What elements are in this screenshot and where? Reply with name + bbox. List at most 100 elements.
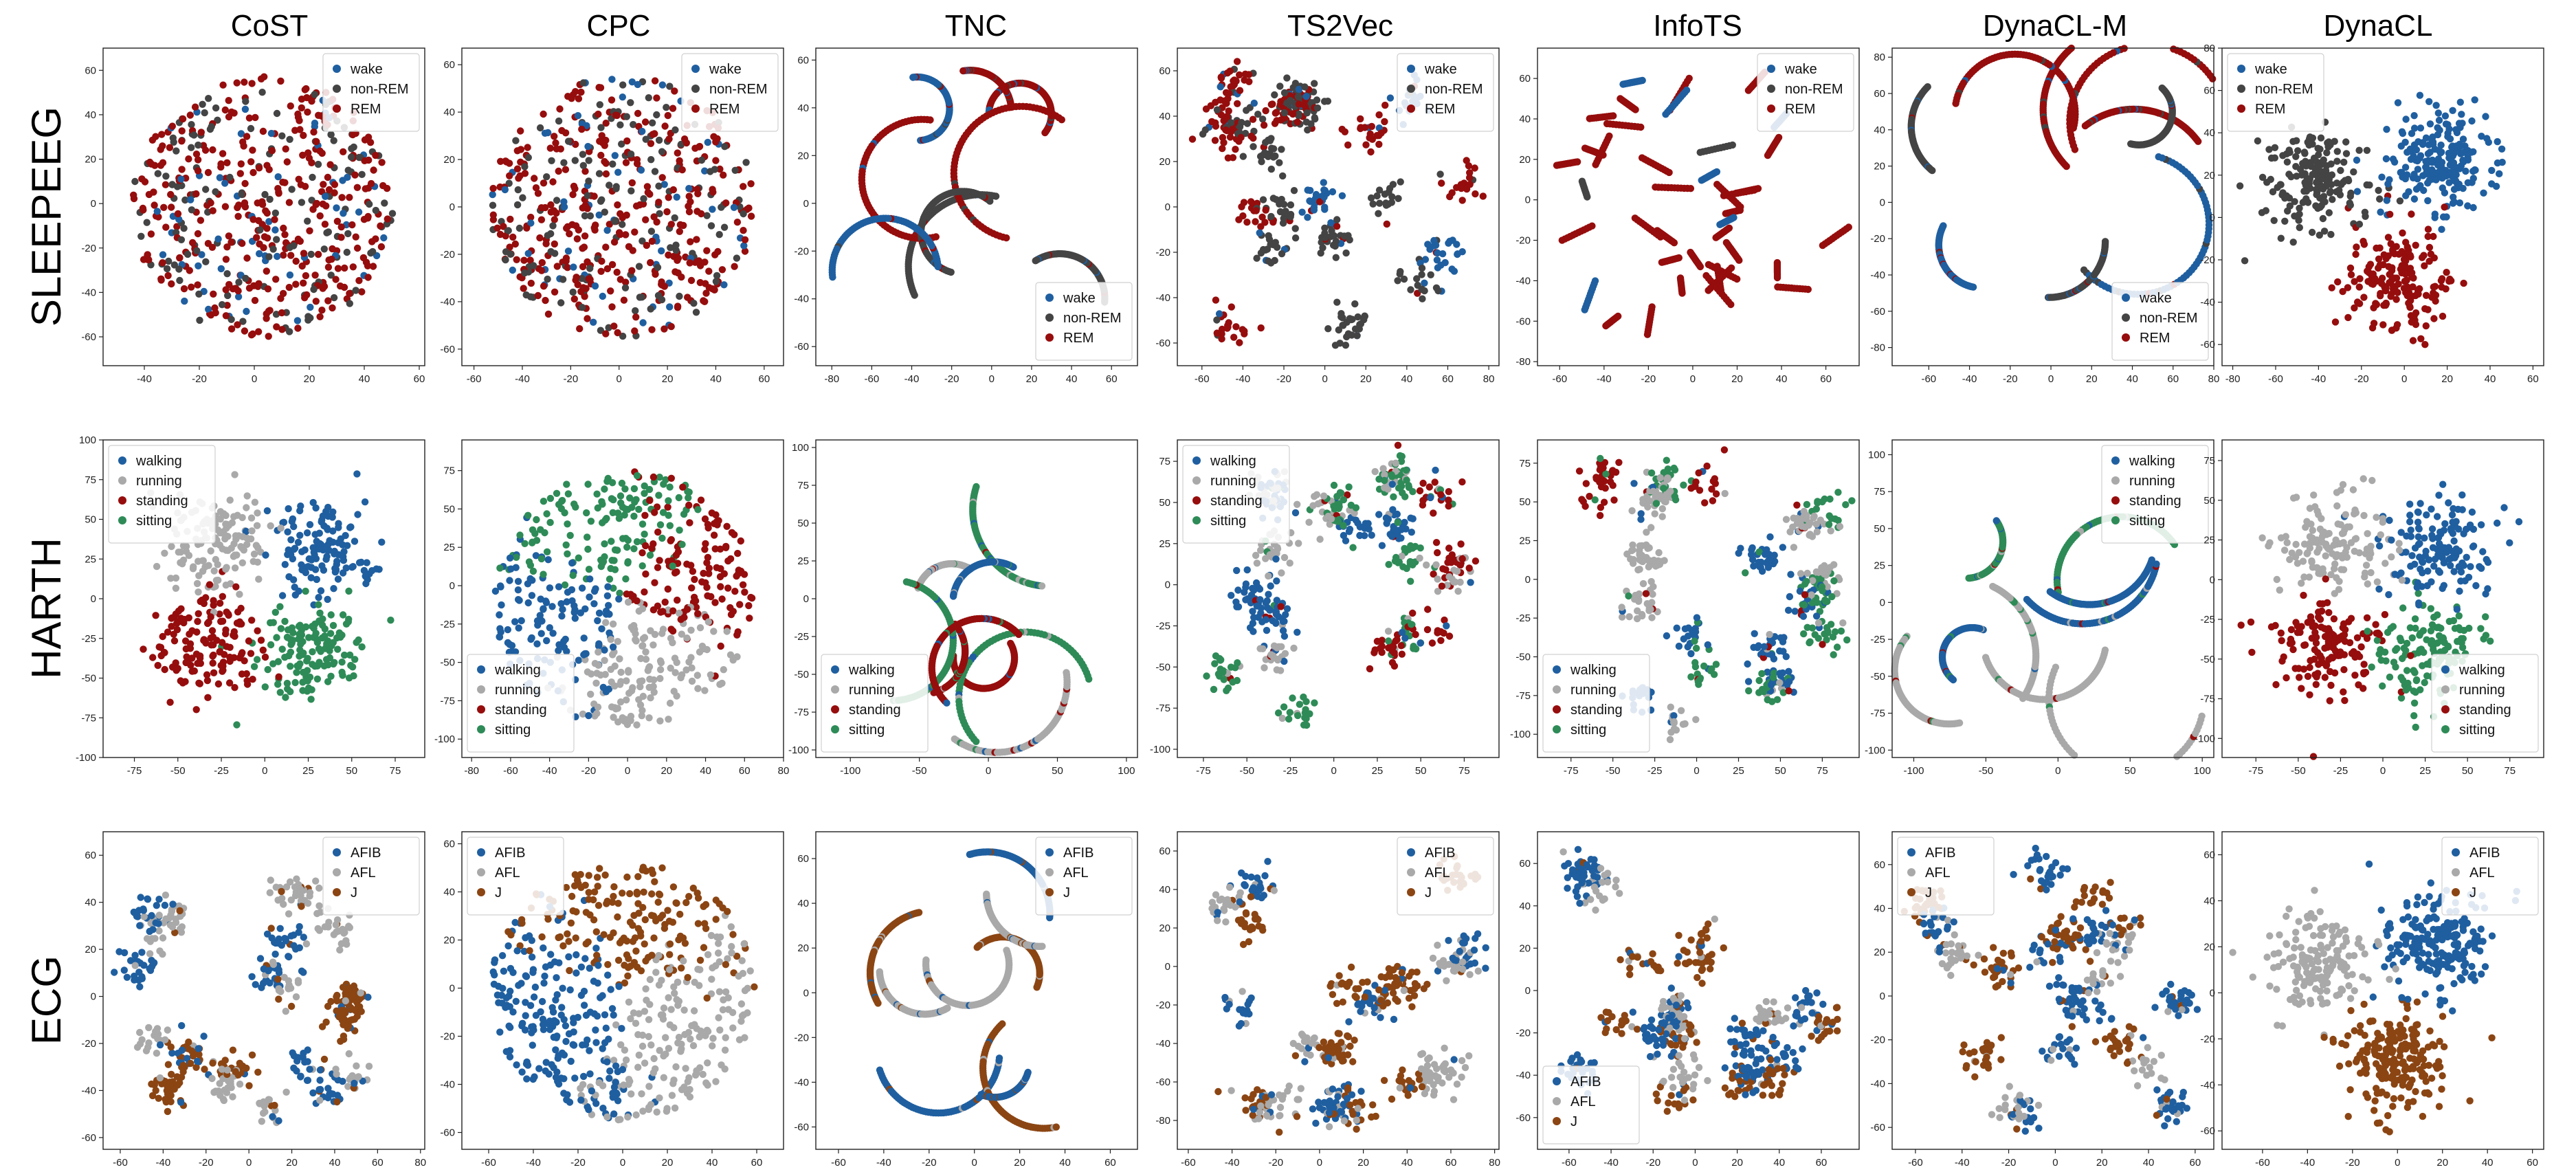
point-wake (2402, 115, 2410, 123)
point-rem (2428, 294, 2436, 301)
point-rem (247, 331, 256, 339)
point-rem (2387, 293, 2395, 300)
point-walking (286, 551, 294, 558)
y-tick-label: 40 (1874, 124, 1885, 136)
point-non-rem (549, 222, 557, 230)
point-rem (2418, 254, 2426, 261)
point-sitting (319, 615, 326, 623)
point-sitting (601, 516, 609, 524)
point-sitting (303, 687, 311, 695)
point-standing (210, 601, 217, 609)
point-rem (295, 175, 302, 183)
point-standing (226, 657, 234, 665)
point-non-rem (1322, 234, 1329, 241)
point-rem (622, 159, 630, 166)
point-sitting (274, 681, 282, 688)
point-non-rem (2342, 150, 2351, 157)
point-wake (1437, 261, 1445, 269)
point-rem (221, 203, 230, 210)
point-rem (1446, 192, 1454, 201)
point-rem (1257, 223, 1265, 230)
y-tick-label: 20 (1159, 156, 1170, 168)
point-standing (152, 612, 159, 619)
point-rem (2352, 250, 2360, 258)
point-non-rem (731, 166, 739, 174)
y-tick-label: 60 (85, 65, 96, 76)
point-standing (664, 585, 671, 593)
point-standing (200, 637, 208, 644)
point-wake (1338, 192, 1346, 199)
point-non-rem (1283, 74, 1291, 82)
point-wake (2414, 138, 2422, 146)
y-tick-label: 20 (443, 154, 455, 166)
point-rem (568, 95, 575, 102)
point-rem (2424, 306, 2432, 313)
point-rem (192, 190, 200, 198)
point-wake (293, 317, 302, 324)
x-tick-label: 40 (359, 373, 370, 385)
point-walking (289, 576, 298, 584)
x-tick-label: -60 (1921, 373, 1936, 385)
point-non-rem (1367, 194, 1375, 202)
point-wake (380, 234, 388, 242)
point-rem (2409, 337, 2417, 344)
point-rem (351, 171, 359, 179)
point-non-rem (330, 294, 338, 302)
point-rem (210, 290, 217, 298)
point-sitting (307, 696, 315, 703)
point-non-rem (2274, 184, 2281, 191)
point-non-rem (212, 188, 219, 196)
point-sitting (351, 656, 359, 663)
point-rem (1233, 58, 1241, 65)
point-standing (166, 698, 174, 706)
point-rem (168, 203, 175, 211)
point-walking (506, 577, 513, 584)
point-rem (2393, 321, 2401, 329)
point-non-rem (544, 232, 551, 239)
point-wake (639, 127, 646, 135)
point-rem (667, 221, 675, 228)
point-running (210, 567, 218, 575)
point-standing (188, 654, 196, 662)
point-non-rem (1418, 285, 1425, 294)
x-tick-label: 20 (2086, 373, 2098, 385)
point-rem (332, 276, 340, 283)
point-rem (150, 188, 157, 196)
point-non-rem (512, 137, 520, 144)
point-rem (552, 139, 559, 147)
legend-marker-non-rem (1045, 313, 1054, 322)
point-sitting (584, 545, 592, 553)
point-non-rem (2333, 148, 2341, 155)
x-tick-label: -40 (1962, 373, 1977, 385)
point-running (236, 590, 243, 598)
point-rem (1361, 124, 1369, 131)
point-rem (238, 239, 246, 247)
point-rem (1472, 190, 1479, 198)
point-non-rem (1213, 316, 1221, 324)
x-tick-label: 0 (1690, 373, 1696, 385)
point-wake (159, 251, 167, 258)
point-standing (223, 608, 230, 616)
point-rem (2442, 285, 2450, 293)
point-non-rem (2236, 182, 2244, 190)
point-rem (747, 212, 755, 220)
point-non-rem (720, 223, 729, 231)
axes-frame (102, 47, 425, 366)
point-rem (628, 267, 636, 274)
point-rem (1262, 206, 1269, 214)
point-non-rem (671, 126, 679, 134)
point-rem (236, 170, 244, 177)
point-rem (147, 230, 155, 238)
point-wake (216, 174, 224, 181)
point-wake (1321, 206, 1329, 213)
point-non-rem (2241, 257, 2249, 265)
point-rem (696, 143, 703, 151)
point-non-rem (2101, 238, 2109, 245)
point-non-rem (304, 316, 312, 324)
point-walking (363, 559, 370, 566)
point-sitting (584, 480, 592, 488)
point-sitting (543, 510, 551, 518)
